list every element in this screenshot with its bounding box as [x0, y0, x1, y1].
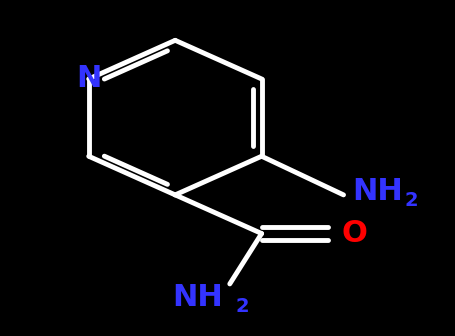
Text: N: N [76, 65, 101, 93]
Text: 2: 2 [405, 191, 419, 210]
Text: 2: 2 [236, 297, 249, 316]
Text: NH: NH [353, 177, 404, 206]
Text: O: O [342, 219, 368, 248]
Text: NH: NH [172, 283, 223, 312]
